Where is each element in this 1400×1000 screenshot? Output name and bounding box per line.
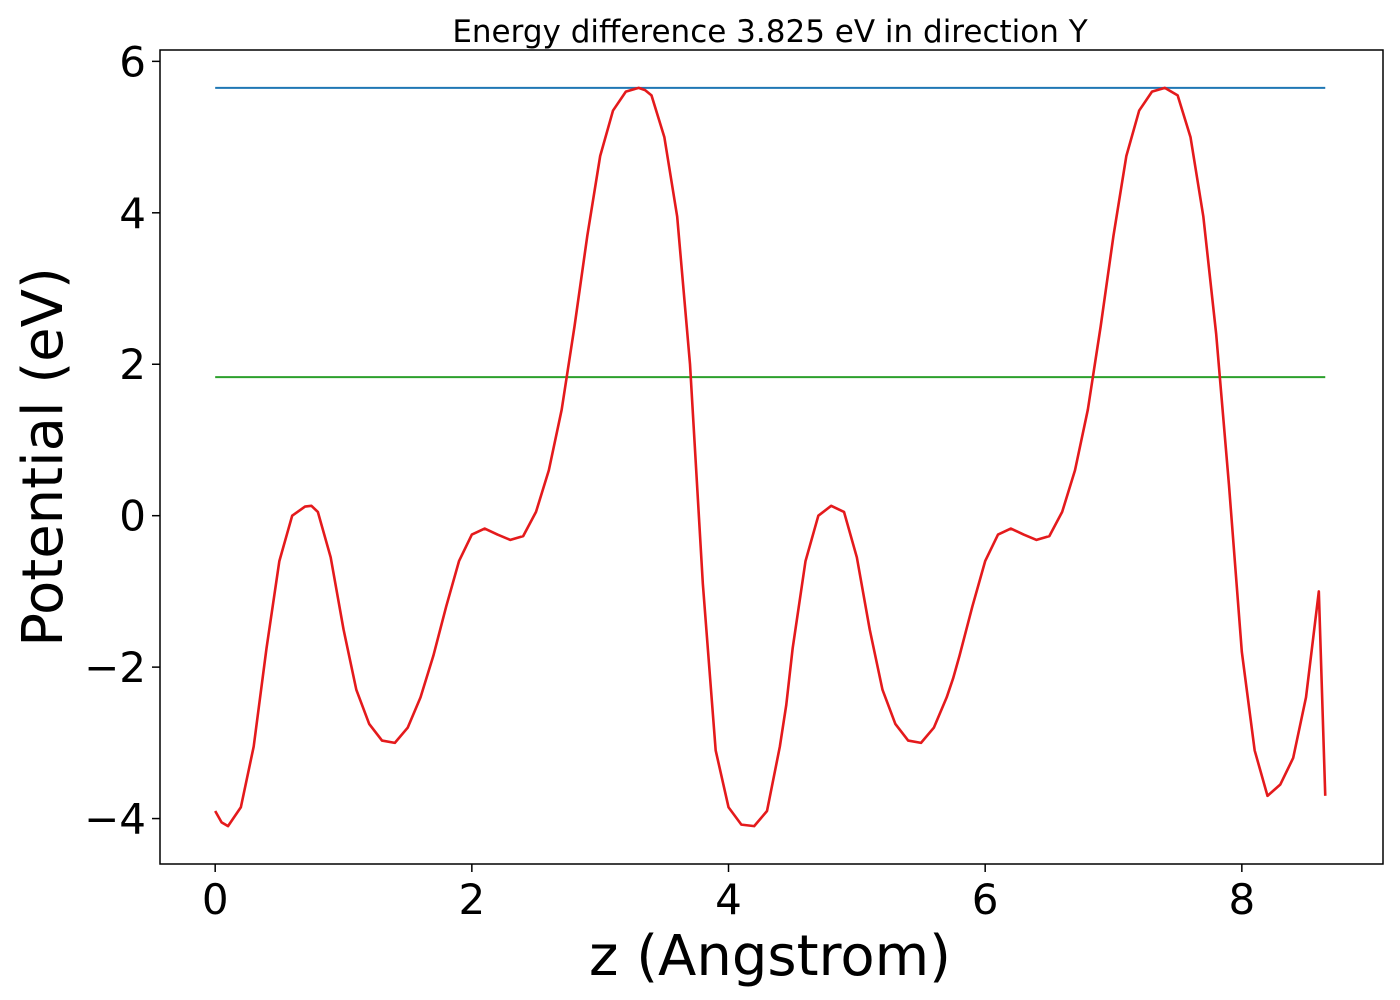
x-tick-label: 6 (972, 875, 999, 924)
y-tick-label: 2 (119, 340, 146, 389)
x-tick-label: 4 (715, 875, 742, 924)
y-tick-label: −2 (84, 643, 146, 692)
series-layer (214, 86, 1327, 828)
x-tick-label: 8 (1228, 875, 1255, 924)
y-tick-label: −4 (84, 795, 146, 844)
y-axis: −4 −2 0 2 4 6 (84, 37, 160, 844)
y-axis-label: Potential (eV) (11, 267, 76, 647)
y-tick-label: 6 (119, 37, 146, 86)
x-tick-label: 2 (458, 875, 485, 924)
series-line-2 (214, 86, 1327, 828)
x-tick-label: 0 (202, 875, 229, 924)
x-axis-label: z (Angstrom) (589, 924, 951, 989)
y-tick-label: 0 (119, 492, 146, 541)
y-tick-label: 4 (119, 189, 146, 238)
chart-title: Energy difference 3.825 eV in direction … (452, 14, 1087, 50)
plot-frame (159, 49, 1384, 865)
x-axis: 0 2 4 6 8 (202, 864, 1255, 924)
